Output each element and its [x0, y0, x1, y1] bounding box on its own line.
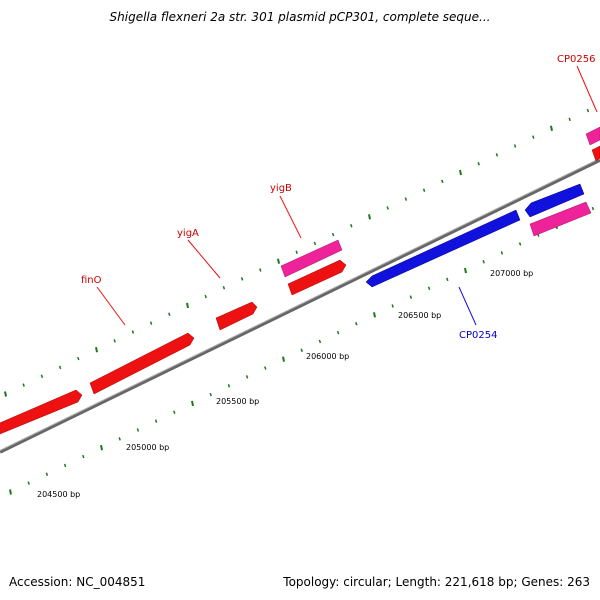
minor-tick: [336, 330, 340, 335]
minor-tick: [58, 365, 62, 370]
label-leader-lines: [96, 65, 598, 326]
gene-labels: finO yigA yigB CP0254 CP0256: [81, 54, 595, 341]
gene-arrow-fino[interactable]: [89, 332, 195, 395]
scale-label: 206000 bp: [306, 352, 349, 361]
minor-tick: [240, 277, 244, 281]
minor-tick: [82, 454, 85, 459]
minor-tick: [568, 117, 571, 122]
scale-label: 205000 bp: [126, 443, 169, 452]
gene-label-yiga[interactable]: yigA: [177, 228, 199, 239]
gene-label-cp0256[interactable]: CP0256: [557, 54, 595, 65]
accession-label: Accession: NC_004851: [9, 575, 146, 589]
scale-label: 207000 bp: [490, 269, 533, 278]
inner-tick-row: [9, 206, 595, 495]
gene-label-fino[interactable]: finO: [81, 275, 102, 286]
minor-tick: [355, 321, 358, 326]
major-tick: [368, 214, 371, 220]
minor-tick: [154, 419, 158, 423]
minor-tick: [245, 375, 249, 379]
major-tick: [277, 258, 280, 264]
minor-tick: [204, 294, 207, 299]
minor-tick: [482, 259, 485, 264]
minor-tick: [27, 481, 30, 485]
major-tick: [4, 391, 7, 397]
gene-label-yigb[interactable]: yigB: [270, 183, 292, 194]
major-tick: [95, 347, 98, 353]
major-tick: [191, 400, 194, 407]
summary-label: Topology: circular; Length: 221,618 bp; …: [283, 575, 590, 589]
scale-label: 206500 bp: [398, 311, 441, 320]
minor-tick: [264, 366, 267, 370]
minor-tick: [513, 144, 517, 148]
major-tick: [186, 302, 189, 309]
minor-tick: [259, 268, 262, 272]
minor-tick: [404, 197, 408, 201]
minor-tick: [222, 285, 226, 290]
gene-arrow-left[interactable]: [0, 389, 83, 436]
major-tick: [550, 125, 553, 131]
major-tick: [100, 445, 103, 451]
minor-tick: [427, 286, 431, 291]
major-tick: [464, 267, 467, 274]
minor-tick: [586, 108, 590, 113]
minor-tick: [173, 410, 176, 415]
minor-tick: [118, 437, 121, 441]
minor-tick: [313, 241, 317, 246]
minor-tick: [300, 348, 303, 353]
minor-tick: [477, 161, 480, 166]
map-title: Shigella flexneri 2a str. 301 plasmid pC…: [109, 10, 491, 24]
gene-arrow-yiga[interactable]: [215, 301, 258, 331]
scale-labels: 204500 bp 205000 bp 205500 bp 206000 bp …: [37, 269, 533, 499]
gene-arrow-right-magenta[interactable]: [529, 201, 592, 237]
minor-tick: [45, 472, 49, 477]
scale-label: 204500 bp: [37, 490, 80, 499]
forward-gene-features: [0, 145, 600, 436]
minor-tick: [63, 463, 67, 468]
gene-arrow-right-blue[interactable]: [524, 183, 585, 218]
minor-tick: [295, 250, 298, 255]
minor-tick: [500, 251, 504, 255]
forward-gene-alt-features: [280, 126, 600, 278]
minor-tick: [40, 374, 44, 379]
minor-tick: [227, 383, 231, 388]
minor-tick: [422, 188, 426, 193]
minor-tick: [391, 304, 394, 308]
gene-label-cp0254[interactable]: CP0254: [459, 330, 497, 341]
minor-tick: [532, 135, 535, 139]
minor-tick: [409, 295, 413, 299]
major-tick: [373, 312, 376, 318]
minor-tick: [518, 242, 522, 246]
gene-arrow-yigb-lower[interactable]: [287, 259, 347, 296]
gene-arrow-cp0256-lower[interactable]: [591, 145, 600, 162]
genome-backbone: [0, 158, 600, 454]
major-tick: [282, 356, 285, 362]
minor-tick: [113, 339, 116, 343]
minor-tick: [209, 392, 212, 397]
minor-tick: [386, 206, 389, 210]
scale-label: 205500 bp: [216, 397, 259, 406]
minor-tick: [77, 356, 80, 361]
minor-tick: [149, 321, 153, 325]
minor-tick: [22, 383, 25, 387]
gene-arrow-yigb[interactable]: [280, 239, 343, 278]
minor-tick: [136, 428, 140, 432]
minor-tick: [331, 232, 335, 237]
minor-tick: [495, 153, 499, 157]
minor-tick: [168, 312, 171, 317]
gene-arrow-cp0254[interactable]: [365, 209, 521, 288]
minor-tick: [441, 179, 444, 184]
minor-tick: [318, 339, 322, 344]
major-tick: [459, 169, 462, 176]
major-tick: [9, 489, 12, 495]
gene-arrow-cp0256[interactable]: [585, 126, 600, 146]
minor-tick: [591, 206, 595, 211]
minor-tick: [131, 330, 135, 334]
reverse-gene-features: [365, 183, 585, 288]
outer-tick-row: [4, 108, 590, 397]
minor-tick: [350, 223, 353, 228]
minor-tick: [446, 277, 449, 282]
